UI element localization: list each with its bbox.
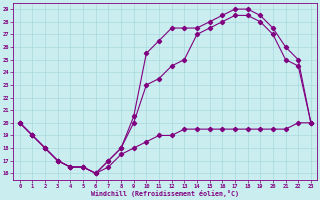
X-axis label: Windchill (Refroidissement éolien,°C): Windchill (Refroidissement éolien,°C)	[91, 190, 239, 197]
